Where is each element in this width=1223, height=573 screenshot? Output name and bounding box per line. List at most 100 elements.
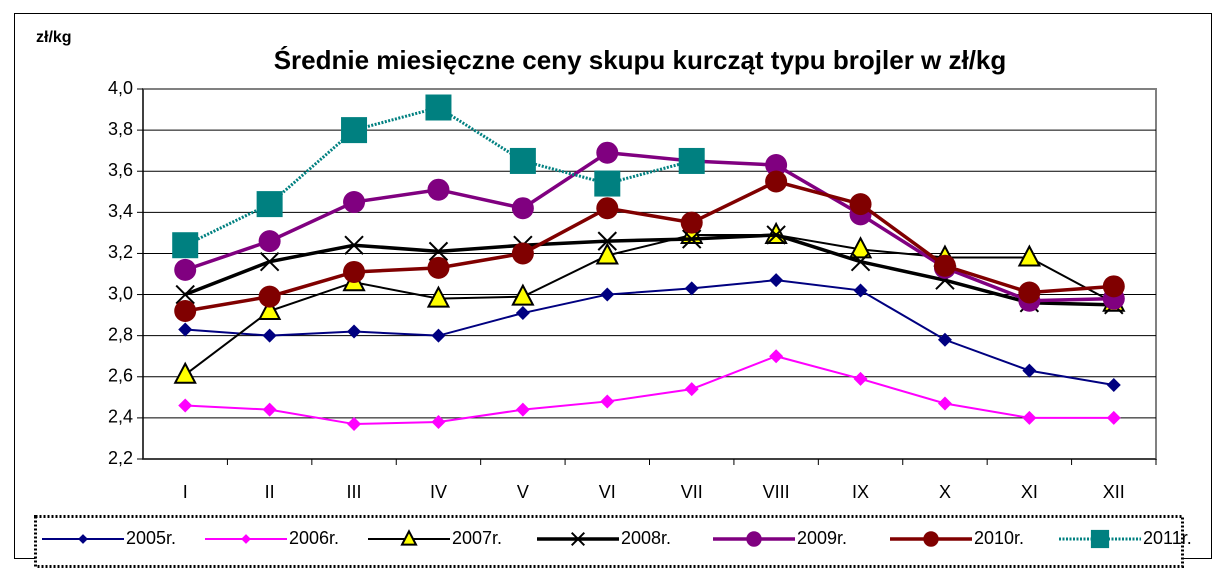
legend-label: 2005r.: [126, 528, 176, 548]
y-tick-label: 3,8: [108, 119, 133, 139]
data-point: [769, 273, 784, 288]
data-point: [174, 258, 197, 281]
data-point: [258, 285, 281, 308]
data-point: [596, 197, 619, 220]
data-point: [1106, 378, 1121, 392]
data-point: [766, 225, 786, 245]
data-point: [426, 285, 451, 308]
chart-title: Średnie miesięczne ceny skupu kurcząt ty…: [274, 45, 1007, 75]
data-point: [259, 251, 280, 272]
x-tick-label: II: [265, 482, 275, 502]
data-point: [853, 283, 868, 298]
data-point: [343, 260, 366, 283]
data-point: [937, 396, 952, 411]
series-line: [184, 179, 1114, 313]
data-point: [173, 361, 197, 384]
legend-marker: [923, 531, 939, 547]
legend-label: 2010r.: [974, 528, 1024, 548]
data-point: [515, 306, 530, 321]
data-point: [937, 332, 952, 347]
y-tick-label: 2,8: [108, 324, 133, 344]
data-point: [1017, 244, 1042, 267]
y-tick-label: 3,4: [108, 201, 133, 221]
series-line: [184, 150, 1114, 303]
legend-label: 2007r.: [452, 528, 502, 548]
data-point: [347, 417, 362, 432]
data-point: [515, 402, 530, 417]
data-point: [344, 235, 364, 255]
legend-label: 2009r.: [797, 528, 847, 548]
data-point: [684, 281, 699, 296]
data-point: [769, 349, 784, 364]
data-point: [262, 402, 277, 417]
x-tick-label: IV: [430, 482, 447, 502]
data-point: [509, 147, 536, 174]
series-line: [184, 233, 1114, 307]
x-tick-label: XII: [1103, 482, 1125, 502]
legend-marker: [241, 534, 251, 544]
data-point: [1022, 410, 1037, 425]
legend-marker: [400, 529, 418, 546]
y-tick-label: 2,6: [108, 366, 133, 386]
series-line: [184, 233, 1115, 376]
data-point: [765, 154, 788, 177]
data-point: [178, 322, 193, 337]
data-point: [428, 241, 449, 262]
y-tick-label: 2,4: [108, 407, 133, 427]
y-axis-label: zł/kg: [36, 29, 72, 46]
data-point: [765, 170, 788, 193]
x-tick-label: VIII: [763, 482, 790, 502]
data-point: [596, 141, 619, 164]
data-point: [178, 398, 193, 413]
data-point: [600, 394, 615, 409]
x-tick-label: VI: [599, 482, 616, 502]
legend-marker: [746, 531, 762, 547]
data-point: [256, 191, 283, 218]
data-point: [262, 328, 277, 343]
legend-marker: [1090, 529, 1110, 549]
data-point: [511, 283, 535, 306]
legend-box: [34, 515, 1184, 568]
x-tick-label: V: [517, 482, 529, 502]
data-point: [174, 300, 197, 322]
data-point: [1018, 281, 1041, 304]
data-point: [682, 229, 702, 249]
data-point: [680, 211, 703, 234]
data-point: [853, 371, 868, 386]
data-point: [597, 231, 617, 251]
x-tick-label: VII: [681, 482, 703, 502]
data-point: [425, 94, 452, 121]
data-point: [343, 191, 366, 214]
legend-marker: [570, 531, 586, 547]
data-point: [427, 178, 450, 201]
legend-label: 2011r.: [1143, 528, 1192, 548]
legend-marker: [78, 534, 88, 544]
data-point: [511, 242, 534, 265]
data-point: [678, 147, 705, 174]
y-tick-label: 3,2: [108, 242, 133, 262]
data-point: [594, 170, 621, 197]
series-line: [185, 279, 1114, 386]
data-point: [341, 117, 368, 144]
series-line: [185, 355, 1114, 426]
data-point: [1106, 410, 1121, 425]
data-point: [431, 328, 446, 343]
x-tick-label: X: [939, 482, 951, 502]
data-point: [1022, 363, 1037, 378]
y-tick-label: 3,6: [108, 160, 133, 180]
x-tick-label: III: [347, 482, 362, 502]
legend-label: 2006r.: [289, 528, 339, 548]
data-point: [684, 382, 699, 397]
data-point: [172, 232, 199, 259]
data-point: [1102, 275, 1125, 298]
y-tick-label: 3,0: [108, 283, 133, 303]
x-tick-label: I: [183, 482, 188, 502]
data-point: [849, 193, 872, 216]
data-point: [431, 415, 446, 429]
x-tick-label: IX: [852, 482, 869, 502]
data-point: [258, 230, 281, 253]
data-point: [600, 287, 615, 302]
y-tick-label: 4,0: [108, 78, 133, 98]
